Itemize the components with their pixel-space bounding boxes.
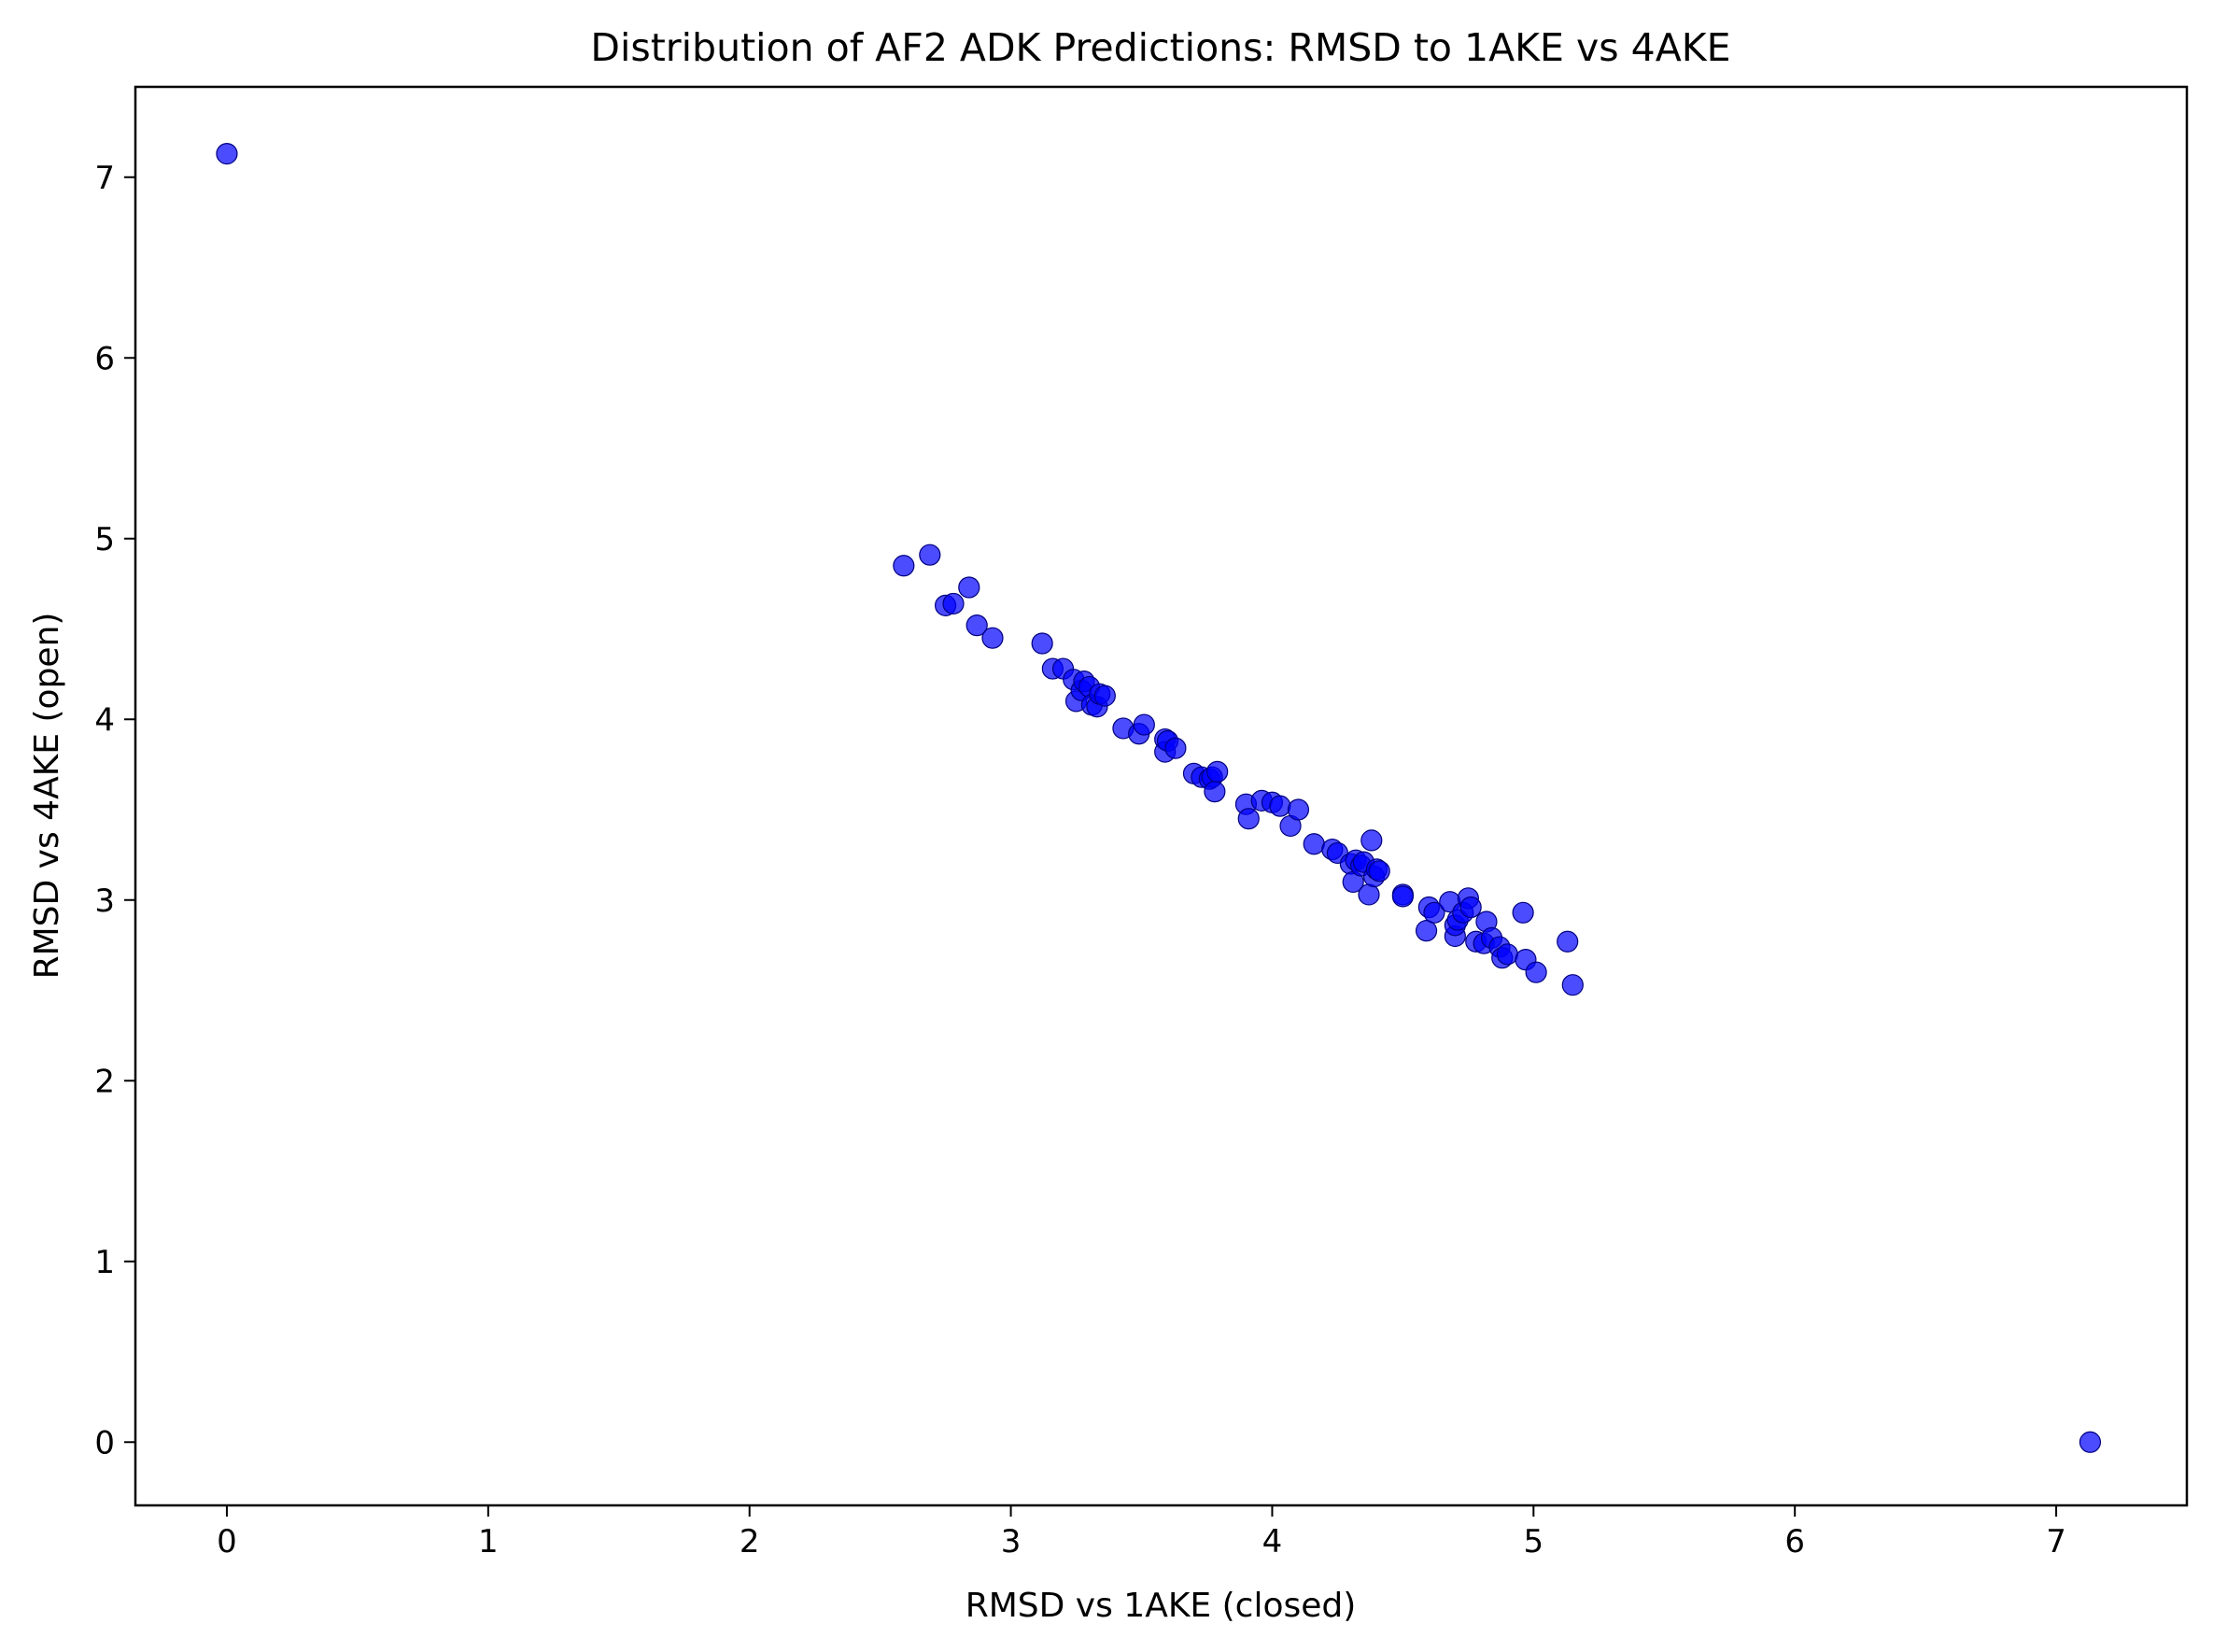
- scatter-point-50: [1360, 829, 1383, 852]
- x-tick-label: 4: [1262, 1523, 1283, 1560]
- scatter-point-5: [942, 592, 965, 615]
- scatter-point-41: [1303, 833, 1325, 855]
- y-tick-label: 3: [94, 882, 115, 920]
- scatter-point-58: [1423, 901, 1445, 924]
- y-tick-label: 6: [94, 340, 115, 377]
- scatter-point-73: [1512, 901, 1534, 924]
- x-axis-ticks: 0 1 2 3 4 5 6 7: [217, 1505, 2066, 1560]
- scatter-point-56: [1415, 920, 1438, 942]
- scatter-point-7: [966, 614, 988, 637]
- y-axis-ticks: 0 1 2 3 4 5 6 7: [94, 160, 135, 1461]
- scatter-point-75: [1525, 961, 1547, 983]
- scatter-point-27: [1164, 737, 1187, 759]
- scatter-point-23: [1133, 713, 1155, 736]
- y-tick-label: 5: [94, 521, 115, 558]
- scatter-point-65: [1459, 896, 1482, 919]
- plot-frame: [134, 85, 2189, 1507]
- y-tick-label: 4: [94, 701, 115, 739]
- points-layer: [216, 142, 2102, 1453]
- x-tick-label: 6: [1784, 1523, 1805, 1560]
- x-tick-label: 2: [740, 1523, 760, 1560]
- scatter-point-49: [1358, 883, 1380, 906]
- scatter-point-38: [1269, 795, 1291, 817]
- y-axis-label: RMSD vs 4AKE (open): [28, 613, 66, 980]
- scatter-point-8: [981, 627, 1004, 649]
- scatter-point-3: [919, 544, 941, 566]
- scatter-point-72: [1496, 943, 1518, 966]
- y-tick-label: 0: [94, 1424, 115, 1461]
- scatter-point-1: [2079, 1431, 2102, 1453]
- scatter-point-6: [958, 576, 980, 599]
- y-tick-label: 1: [94, 1244, 115, 1281]
- y-tick-label: 7: [94, 160, 115, 197]
- scatter-point-53: [1368, 860, 1390, 882]
- x-tick-label: 1: [478, 1523, 499, 1560]
- scatter-point-33: [1206, 760, 1229, 783]
- scatter-point-35: [1237, 808, 1260, 830]
- x-tick-label: 3: [1001, 1523, 1022, 1560]
- scatter-point-9: [1031, 632, 1053, 655]
- scatter-point-20: [1093, 685, 1116, 707]
- scatter-point-55: [1391, 885, 1414, 908]
- scatter-point-32: [1204, 781, 1226, 803]
- x-axis-label: RMSD vs 1AKE (closed): [966, 1587, 1357, 1625]
- scatter-point-77: [1561, 974, 1584, 996]
- x-tick-label: 0: [217, 1523, 237, 1560]
- x-tick-label: 7: [2046, 1523, 2066, 1560]
- scatter-point-0: [216, 142, 238, 165]
- scatter-point-76: [1557, 930, 1579, 953]
- x-tick-label: 5: [1523, 1523, 1543, 1560]
- chart-title: Distribution of AF2 ADK Predictions: RMS…: [590, 25, 1730, 70]
- scatter-point-2: [893, 555, 915, 577]
- y-tick-label: 2: [94, 1063, 115, 1100]
- scatter-point-40: [1287, 798, 1310, 821]
